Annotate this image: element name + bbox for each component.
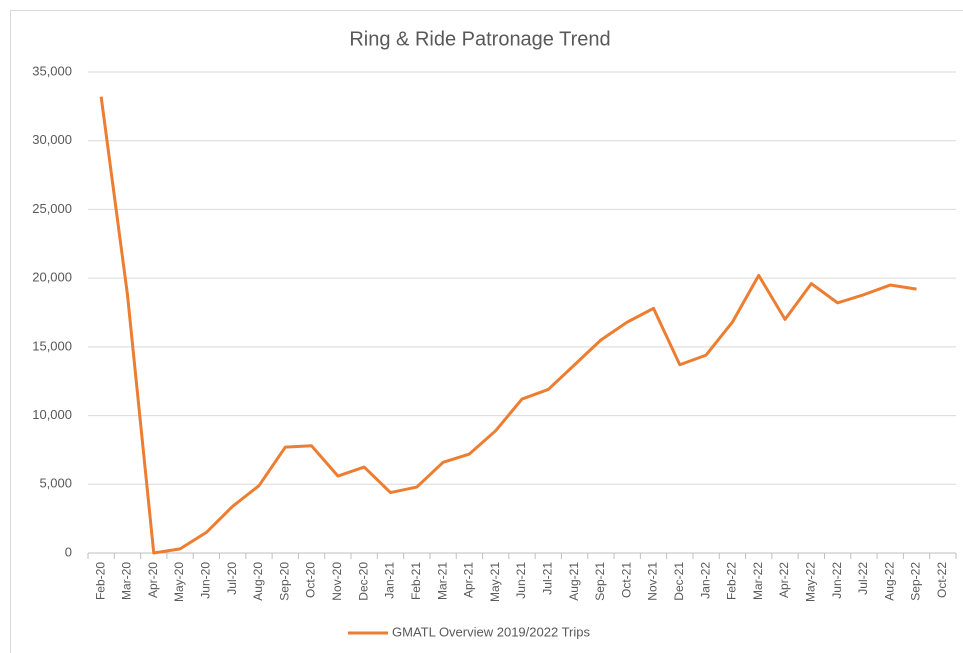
x-tick-label: Aug-22: [882, 562, 896, 601]
chart-frame: [10, 10, 963, 653]
x-tick-label: Oct-20: [304, 562, 318, 598]
x-tick-label: May-21: [488, 562, 502, 602]
x-tick-label: Jul-22: [856, 562, 870, 595]
y-tick-label: 15,000: [32, 338, 72, 353]
x-tick-label: Jun-21: [514, 562, 528, 599]
x-tick-label: Mar-21: [435, 562, 449, 600]
x-tick-label: May-20: [172, 562, 186, 602]
x-tick-label: Feb-20: [93, 562, 107, 600]
x-tick-label: Feb-21: [409, 562, 423, 600]
x-tick-label: Aug-20: [251, 562, 265, 601]
x-tick-label: Nov-21: [646, 562, 660, 601]
x-tick-label: Jan-21: [383, 562, 397, 599]
x-tick-label: Sep-20: [277, 562, 291, 601]
y-tick-label: 10,000: [32, 407, 72, 422]
x-tick-label: May-22: [804, 562, 818, 602]
x-tick-label: Jul-21: [540, 562, 554, 595]
x-tick-label: Oct-22: [935, 562, 949, 598]
x-tick-label: Nov-20: [330, 562, 344, 601]
legend-label: GMATL Overview 2019/2022 Trips: [392, 624, 590, 639]
x-tick-label: Mar-22: [751, 562, 765, 600]
x-tick-label: Jun-22: [830, 562, 844, 599]
chart-title: Ring & Ride Patronage Trend: [349, 28, 610, 50]
x-tick-label: Jun-20: [199, 562, 213, 599]
y-tick-label: 30,000: [32, 132, 72, 147]
line: [99, 96, 917, 555]
x-tick-label: Sep-21: [593, 562, 607, 601]
y-tick-label: 20,000: [32, 270, 72, 285]
x-tick-label: Jul-20: [225, 562, 239, 595]
x-tick-label: Apr-22: [777, 562, 791, 598]
y-tick-label: 5,000: [39, 476, 72, 491]
x-tick-label: Jan-22: [698, 562, 712, 599]
x-tick-label: Mar-20: [120, 562, 134, 600]
x-tick-label: Dec-20: [356, 562, 370, 601]
x-tick-label: Feb-22: [725, 562, 739, 600]
x-tick-label: Dec-21: [672, 562, 686, 601]
y-tick-label: 0: [65, 544, 72, 559]
y-tick-label: 25,000: [32, 201, 72, 216]
x-tick-label: Apr-20: [146, 562, 160, 598]
x-tick-label: Sep-22: [909, 562, 923, 601]
x-tick-label: Apr-21: [462, 562, 476, 598]
x-tick-label: Aug-21: [567, 562, 581, 601]
y-tick-label: 35,000: [32, 63, 72, 78]
x-tick-label: Oct-21: [619, 562, 633, 598]
